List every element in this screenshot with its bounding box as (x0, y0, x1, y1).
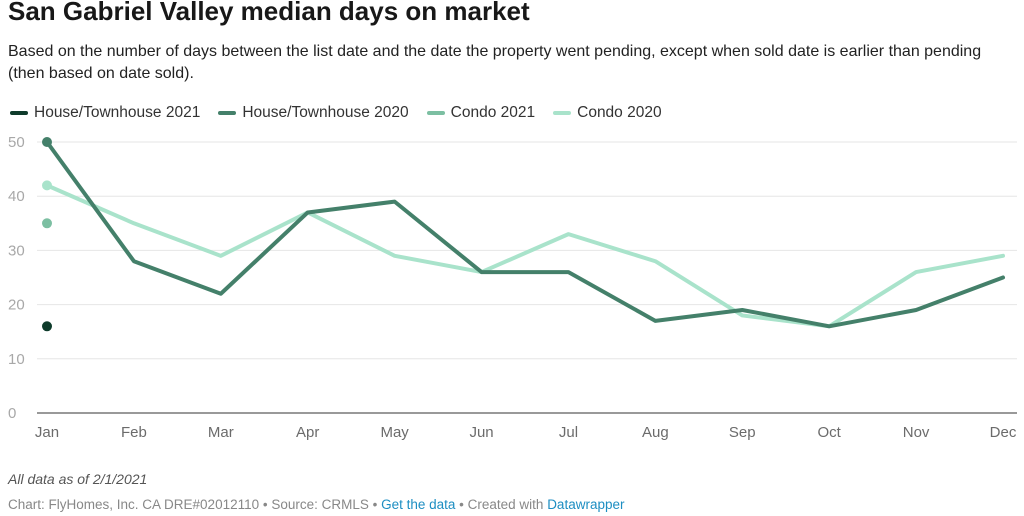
legend-swatch (426, 111, 445, 115)
legend-item-house-2021: House/Townhouse 2021 (10, 104, 200, 122)
legend-item-condo-2020: Condo 2020 (553, 104, 662, 122)
chart-footer: Chart: FlyHomes, Inc. CA DRE#02012110 • … (8, 497, 624, 512)
legend-swatch (553, 111, 572, 115)
series-start-point-house-townhouse-2020 (42, 137, 52, 147)
y-tick-label: 30 (8, 242, 25, 259)
x-tick-label: Nov (903, 424, 930, 441)
legend-swatch (10, 111, 28, 115)
x-tick-label: May (380, 424, 409, 441)
y-tick-label: 10 (8, 351, 25, 368)
legend-swatch (218, 111, 237, 115)
x-tick-label: Jun (469, 424, 493, 441)
series-line-house-townhouse-2020 (45, 140, 1005, 329)
y-tick-label: 40 (8, 188, 25, 205)
x-tick-label: Jul (559, 424, 578, 441)
legend-item-condo-2021: Condo 2021 (426, 104, 536, 122)
get-the-data-link[interactable]: Get the data (381, 497, 456, 512)
x-tick-label: Apr (296, 424, 319, 441)
x-tick-label: Oct (818, 424, 842, 441)
x-tick-label: Aug (642, 424, 669, 441)
y-tick-label: 20 (8, 297, 25, 314)
x-tick-label: Sep (729, 424, 756, 441)
x-tick-label: Jan (35, 424, 59, 441)
series-point-house-townhouse-2021 (42, 321, 52, 332)
x-tick-label: Feb (121, 424, 147, 441)
y-tick-label: 50 (8, 134, 25, 151)
datawrapper-link[interactable]: Datawrapper (547, 497, 625, 512)
x-tick-label: Mar (208, 424, 234, 441)
legend-label: Condo 2021 (450, 104, 536, 121)
legend-label: House/Townhouse 2020 (242, 104, 409, 121)
legend-item-house-2020: House/Townhouse 2020 (218, 104, 409, 122)
footer-credits: Chart: FlyHomes, Inc. CA DRE#02012110 • … (8, 497, 382, 512)
y-tick-label: 0 (8, 405, 16, 422)
series-start-point-condo-2020 (42, 180, 52, 191)
series-point-condo-2021 (42, 218, 52, 229)
legend-label: House/Townhouse 2021 (34, 104, 201, 121)
series-line-condo-2020 (45, 183, 1005, 329)
chart-title: San Gabriel Valley median days on market (8, 0, 530, 26)
footer-created-with: • Created with (455, 497, 548, 512)
legend-label: Condo 2020 (577, 104, 662, 121)
legend: House/Townhouse 2021 House/Townhouse 202… (10, 104, 662, 122)
data-note: All data as of 2/1/2021 (8, 471, 148, 487)
x-tick-label: Dec (990, 424, 1017, 441)
chart-subtitle: Based on the number of days between the … (8, 43, 982, 82)
